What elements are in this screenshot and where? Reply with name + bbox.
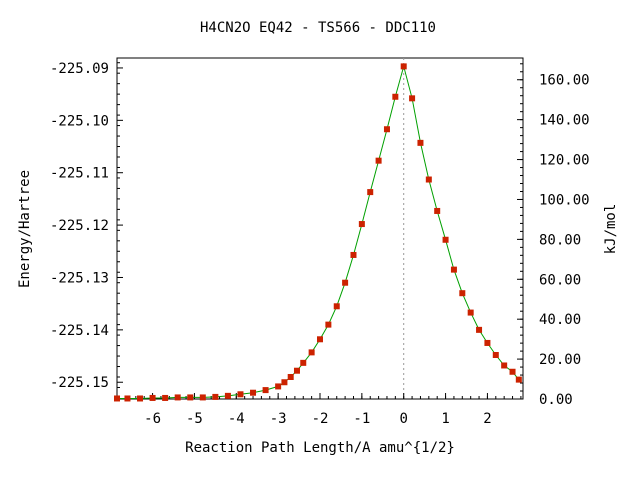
data-point [262,387,269,394]
data-point [515,376,522,383]
data-point [317,336,323,343]
data-point [325,321,332,328]
data-point [476,326,483,333]
data-point [509,368,516,375]
energy-points [114,63,522,402]
y2-tick-label: 80.00 [539,232,581,248]
data-point [450,266,457,273]
x-tick-label: 1 [441,411,449,427]
x-tick-label: -6 [144,411,161,427]
data-point [199,394,206,401]
y-tick-label: -225.10 [50,113,109,129]
y2-tick-label: 140.00 [539,113,590,129]
data-point [275,383,282,390]
data-point [442,236,449,243]
x-tick-label: -1 [353,411,370,427]
data-point [417,139,424,146]
y-axis-left: -225.15 -225.14 -225.13 -225.12 -225.11 -225.… [50,61,123,399]
data-point [237,391,244,398]
data-point [459,290,466,297]
data-point [137,395,144,402]
data-point [409,95,416,102]
x-tick-label: -3 [270,411,287,427]
x-tick-label: -4 [228,411,245,427]
y-tick-label: -225.14 [50,323,109,339]
data-point [383,126,390,133]
plot-area [116,57,524,400]
data-point [162,394,169,401]
y-axis-label: Energy/Hartree [17,170,33,288]
x-tick-label: 2 [483,411,491,427]
data-point [342,279,349,286]
data-point [293,367,300,374]
data-point [281,379,288,386]
data-point [367,189,374,196]
y2-tick-label: 20.00 [539,352,581,368]
data-point [212,393,219,400]
data-point [425,176,432,183]
chart-title: H4CN2O EQ42 - TS566 - DDC110 [200,20,436,36]
data-point [124,395,131,402]
data-point [484,339,491,346]
y2-tick-label: 160.00 [539,73,590,89]
data-point [358,221,365,228]
y-tick-label: -225.09 [50,61,109,77]
data-point [400,63,407,70]
data-point [392,93,399,100]
data-point [114,395,120,402]
x-tick-label: 0 [399,411,407,427]
data-point [224,392,231,399]
data-point [187,394,194,401]
x-tick-label: -2 [312,411,329,427]
data-point [375,157,382,164]
y2-tick-label: 100.00 [539,192,590,208]
y-axis-right: 0.00 20.00 40.00 60.00 80.00 100.00 120.00 140.… [517,63,590,408]
x-axis-label: Reaction Path Length/A amu^{1/2} [185,440,455,456]
data-point [350,251,357,258]
plot-frame [116,57,524,400]
y2-axis-label: kJ/mol [603,204,619,255]
data-point [333,303,340,310]
data-point [250,389,257,396]
y-tick-label: -225.12 [50,218,109,234]
y2-tick-label: 120.00 [539,153,590,169]
data-point [149,394,156,401]
y2-tick-label: 40.00 [539,312,581,328]
data-point [467,309,474,316]
y-tick-label: -225.15 [50,375,109,391]
data-point [434,207,441,214]
y2-tick-label: 0.00 [539,392,573,408]
y-tick-label: -225.11 [50,166,109,182]
data-point [501,362,508,369]
data-point [300,359,307,366]
y-tick-label: -225.13 [50,270,109,286]
data-point [174,394,181,401]
data-point [492,352,499,358]
data-point [287,374,294,380]
data-point [308,349,315,356]
x-tick-label: -5 [186,411,203,427]
y2-tick-label: 60.00 [539,272,581,288]
